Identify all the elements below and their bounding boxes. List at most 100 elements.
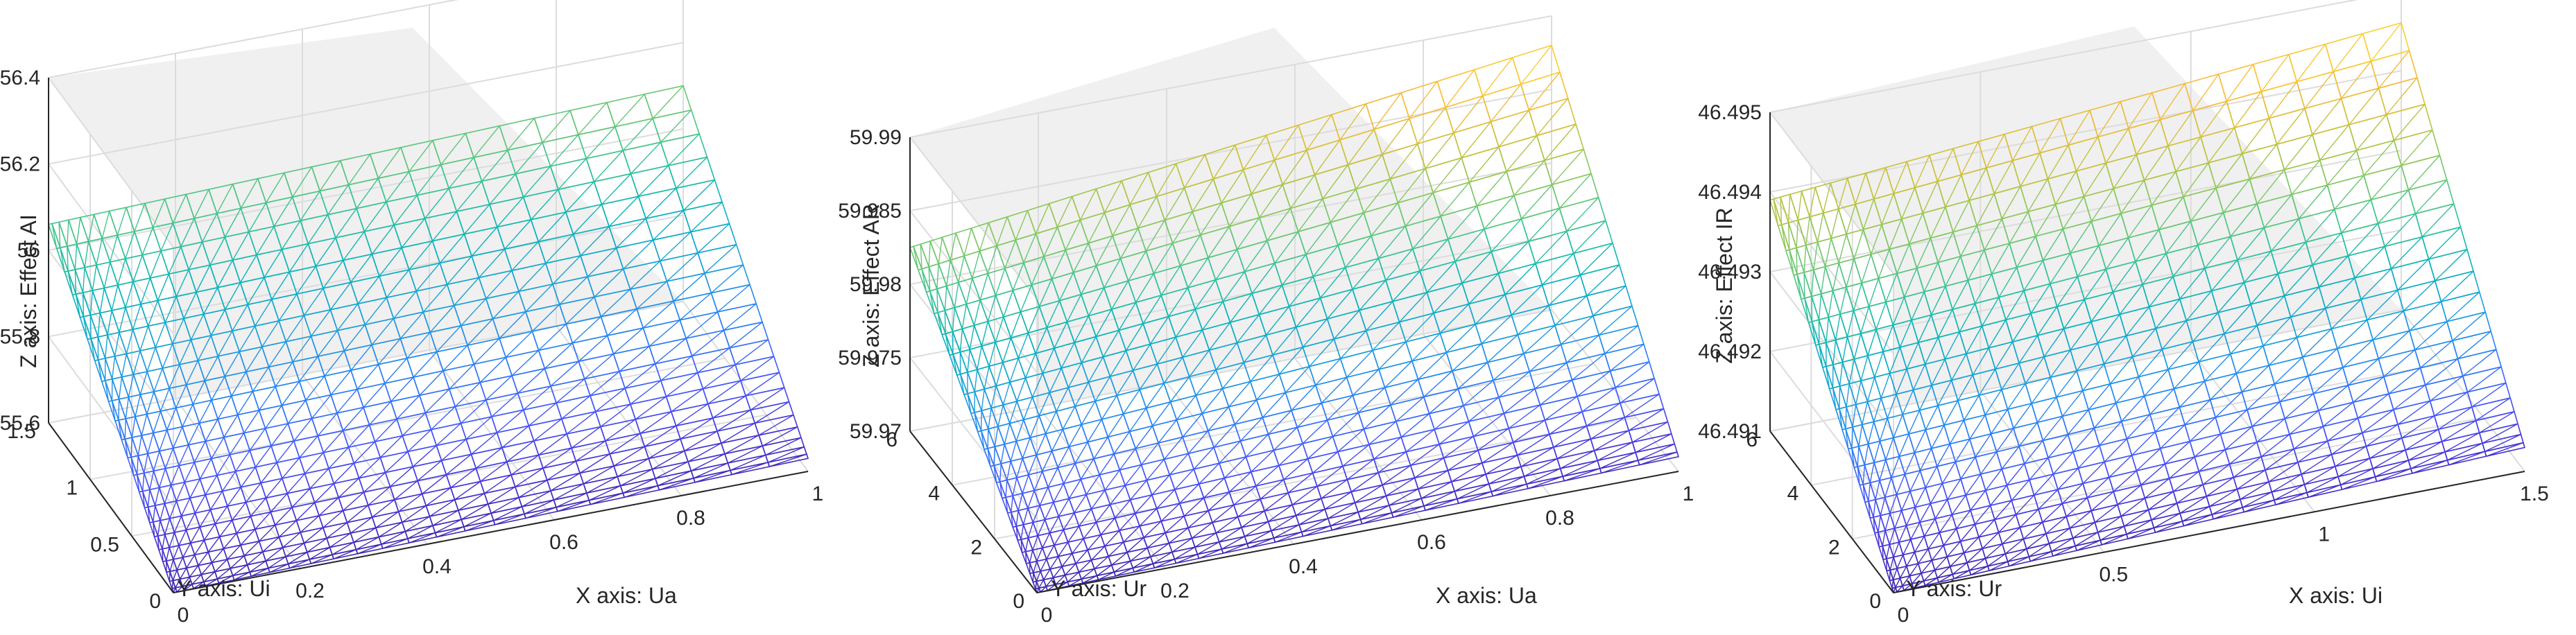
mesh-diagonal: [224, 351, 240, 377]
mesh-diagonal: [768, 446, 805, 463]
mesh-diagonal: [617, 458, 649, 478]
mesh-diagonal: [2263, 194, 2292, 228]
mesh-diagonal: [140, 277, 151, 305]
mesh-diagonal: [401, 218, 426, 248]
mesh-diagonal: [375, 511, 400, 528]
mesh-diagonal: [1893, 161, 1907, 194]
mesh-diagonal: [2005, 290, 2025, 320]
mesh-diagonal: [292, 166, 313, 198]
mesh-diagonal: [1960, 456, 1976, 480]
mesh-diagonal: [1839, 286, 1847, 315]
mesh-diagonal: [1882, 530, 1886, 546]
mesh-diagonal: [223, 415, 239, 438]
mesh-diagonal: [1838, 178, 1848, 209]
mesh-diagonal: [160, 223, 173, 252]
mesh-diagonal: [1590, 417, 1625, 440]
mesh-diagonal: [1031, 256, 1045, 286]
mesh-diagonal: [2007, 548, 2027, 562]
mesh-diagonal: [2047, 434, 2069, 458]
mesh-diagonal: [729, 322, 763, 349]
mesh-diagonal: [2063, 299, 2085, 329]
mesh-diagonal: [1830, 209, 1839, 238]
mesh-diagonal: [967, 349, 970, 372]
mesh-diagonal: [1322, 164, 1349, 200]
mesh-diagonal: [2331, 432, 2363, 455]
mesh-diagonal: [1866, 377, 1875, 402]
mesh-diagonal: [1075, 549, 1088, 564]
mesh-diagonal: [2006, 463, 2025, 486]
mesh-diagonal: [1520, 44, 1552, 85]
mesh-diagonal: [605, 419, 636, 442]
mesh-diagonal: [1074, 442, 1088, 464]
mesh-diagonal: [1032, 505, 1040, 523]
mesh-diagonal: [326, 522, 347, 539]
mesh-diagonal: [518, 263, 547, 292]
mesh-diagonal: [1873, 441, 1881, 463]
mesh-diagonal: [1036, 433, 1047, 455]
mesh-diagonal: [1891, 580, 1894, 589]
mesh-diagonal: [217, 259, 234, 288]
mesh-diagonal: [630, 141, 662, 175]
mesh-diagonal: [585, 126, 616, 159]
mesh-diagonal: [117, 259, 126, 286]
mesh-diagonal: [175, 269, 189, 297]
mesh-diagonal: [162, 548, 164, 562]
mesh-diagonal: [154, 487, 160, 506]
mesh-diagonal: [1493, 353, 1525, 381]
mesh-diagonal: [2039, 118, 2061, 154]
mesh-diagonal: [1787, 194, 1791, 223]
mesh-diagonal: [1347, 129, 1375, 166]
mesh-diagonal: [1913, 580, 1924, 589]
x-tick-label: 0.4: [422, 555, 452, 578]
mesh-diagonal: [2109, 455, 2133, 478]
mesh-diagonal: [1095, 308, 1113, 337]
x-tick-label: 0.2: [295, 580, 325, 602]
mesh-diagonal: [999, 481, 1003, 498]
mesh-diagonal: [271, 423, 289, 446]
mesh-diagonal: [342, 407, 364, 431]
mesh-diagonal: [372, 499, 395, 518]
x-axis-line: [1893, 471, 2525, 593]
mesh-diagonal: [2260, 54, 2290, 92]
mesh-diagonal: [2256, 169, 2285, 205]
mesh-diagonal: [572, 316, 601, 344]
mesh-diagonal: [1219, 527, 1242, 543]
mesh-diagonal: [1841, 336, 1848, 363]
mesh-diagonal: [2210, 373, 2237, 401]
mesh-diagonal: [1363, 404, 1391, 430]
mesh-diagonal: [559, 276, 588, 305]
mesh-diagonal: [565, 181, 595, 213]
x-tick-label: 0: [1041, 604, 1053, 627]
mesh-diagonal: [484, 474, 512, 494]
mesh-diagonal: [1931, 545, 1944, 561]
mesh-diagonal: [1256, 374, 1280, 401]
mesh-diagonal: [368, 486, 390, 506]
x-tick-label: 0: [178, 604, 189, 627]
mesh-diagonal: [1504, 263, 1536, 295]
mesh-diagonal: [1191, 522, 1213, 539]
mesh-diagonal: [1371, 202, 1399, 236]
mesh-diagonal: [1020, 524, 1024, 540]
mesh-diagonal: [173, 587, 176, 593]
mesh-diagonal: [2169, 456, 2195, 479]
mesh-diagonal: [2378, 330, 2410, 360]
mesh-diagonal: [1860, 355, 1869, 381]
mesh-diagonal: [1839, 362, 1844, 387]
mesh-diagonal: [2121, 395, 2145, 422]
mesh-diagonal: [2084, 162, 2106, 197]
z-gridline: [48, 77, 174, 248]
mesh-diagonal: [1454, 229, 1485, 262]
mesh-diagonal: [311, 554, 333, 564]
axis-ticks: 00.511.5024646.49146.49246.49346.49446.4…: [1698, 101, 2549, 627]
mesh-diagonal: [2372, 310, 2404, 340]
mesh-diagonal: [994, 426, 999, 447]
mesh-diagonal: [1291, 485, 1318, 505]
mesh-diagonal: [2097, 516, 2122, 533]
mesh-diagonal: [1937, 148, 1954, 182]
mesh-diagonal: [1875, 302, 1887, 330]
mesh-diagonal: [2172, 245, 2199, 277]
mesh-diagonal: [1180, 234, 1201, 266]
z-tick-label: 46.493: [1698, 261, 1762, 284]
mesh-diagonal: [1796, 274, 1802, 299]
mesh-diagonal: [1058, 272, 1074, 302]
